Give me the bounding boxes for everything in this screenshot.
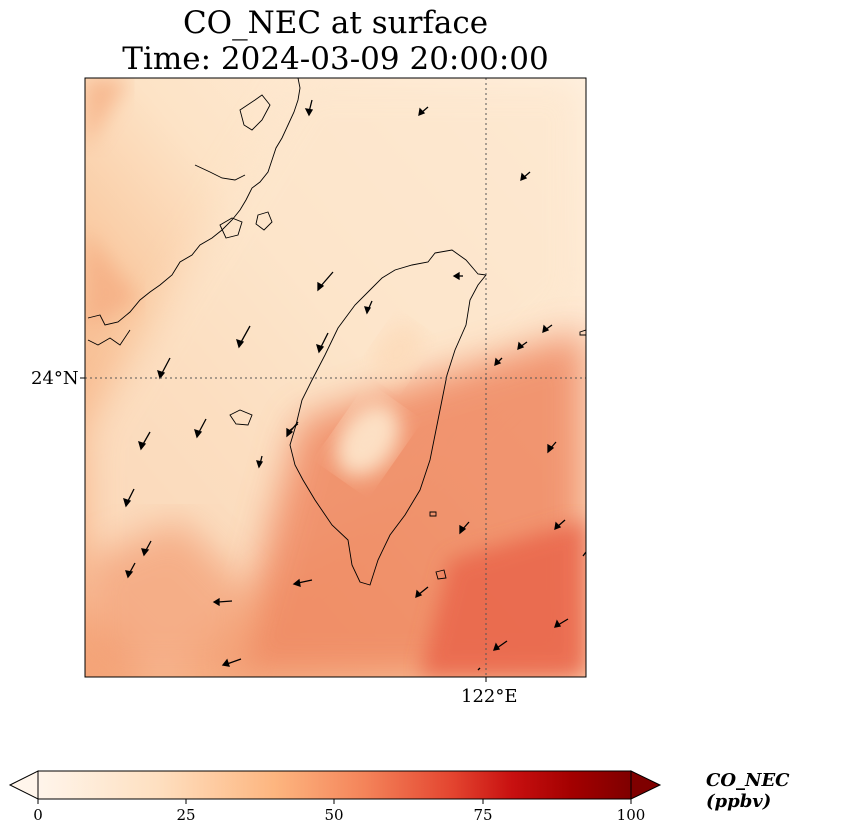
map-title-time: Time: 2024-03-09 20:00:00	[122, 41, 549, 77]
colorbar-tick-label: 75	[473, 806, 493, 824]
colorbar-label: CO_NEC (ppbv)	[706, 770, 790, 812]
coastline	[87, 78, 586, 586]
colorbar-min-extend	[8, 770, 39, 800]
concentration-field	[85, 78, 586, 677]
lat-label: 24°N	[31, 368, 79, 389]
colorbar-tick-label: 25	[176, 806, 196, 824]
gridlines	[85, 78, 586, 677]
wind-vectors	[123, 99, 586, 671]
colorbar-gradient	[37, 770, 632, 800]
colorbar-tick-label: 100	[616, 806, 646, 824]
map-title-variable: CO_NEC at surface	[182, 5, 489, 41]
colorbar-tick-label: 50	[324, 806, 344, 824]
colorbar-max-extend	[630, 770, 662, 800]
lon-label: 122°E	[461, 686, 518, 707]
colorbar-tick-label: 0	[33, 806, 43, 824]
colorbar	[8, 770, 662, 804]
